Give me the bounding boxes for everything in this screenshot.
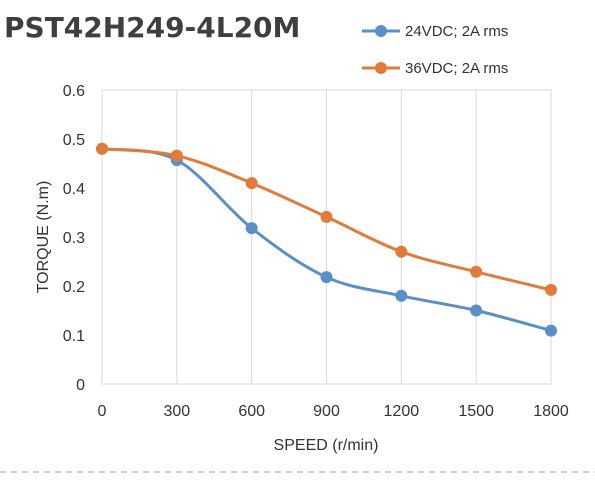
data-point-s1-x1500 [470,305,482,317]
x-tick-label: 0 [98,403,107,420]
legend-label: 36VDC; 2A rms [405,60,508,77]
grid-lines [102,90,551,384]
y-tick-label: 0.5 [63,132,85,149]
data-point-s2-x900 [321,211,333,223]
x-tick-label: 1800 [533,403,569,420]
y-tick-label: 0.3 [63,230,85,247]
x-axis-ticks: 0 300 600 900 1200 1500 1800 [98,403,569,420]
chart-title: PST42H249-4L20M [4,11,300,44]
legend-item-2: 36VDC; 2A rms [362,60,508,77]
y-tick-label: 0.2 [63,279,85,296]
legend: 24VDC; 2A rms 36VDC; 2A rms [362,23,508,77]
legend-swatch-marker [375,25,387,37]
x-tick-label: 600 [238,403,265,420]
y-tick-label: 0.1 [63,328,85,345]
y-tick-label: 0 [76,377,85,394]
y-axis-ticks: 0 0.1 0.2 0.3 0.4 0.5 0.6 [63,83,85,394]
legend-swatch-marker [375,62,387,74]
data-point-s2-x300 [171,150,183,162]
data-point-s1-x600 [246,222,258,234]
x-tick-label: 1200 [384,403,420,420]
x-axis-label: SPEED (r/min) [274,437,379,454]
x-tick-label: 1500 [458,403,494,420]
data-point-s2-x600 [246,177,258,189]
data-point-s2-x1500 [470,266,482,278]
legend-label: 24VDC; 2A rms [405,23,508,40]
data-point-s1-x900 [321,271,333,283]
y-tick-label: 0.6 [63,83,85,100]
data-point-s2-x1200 [395,246,407,258]
x-tick-label: 900 [313,403,340,420]
legend-item-1: 24VDC; 2A rms [362,23,508,40]
y-tick-label: 0.4 [63,181,85,198]
x-tick-label: 300 [163,403,190,420]
data-point-s2-x1800 [545,284,557,296]
data-point-s1-x1200 [395,290,407,302]
data-point-s1-x1800 [545,325,557,337]
y-axis-label: TORQUE (N.m) [35,181,52,294]
data-point-s2-x0 [96,143,108,155]
